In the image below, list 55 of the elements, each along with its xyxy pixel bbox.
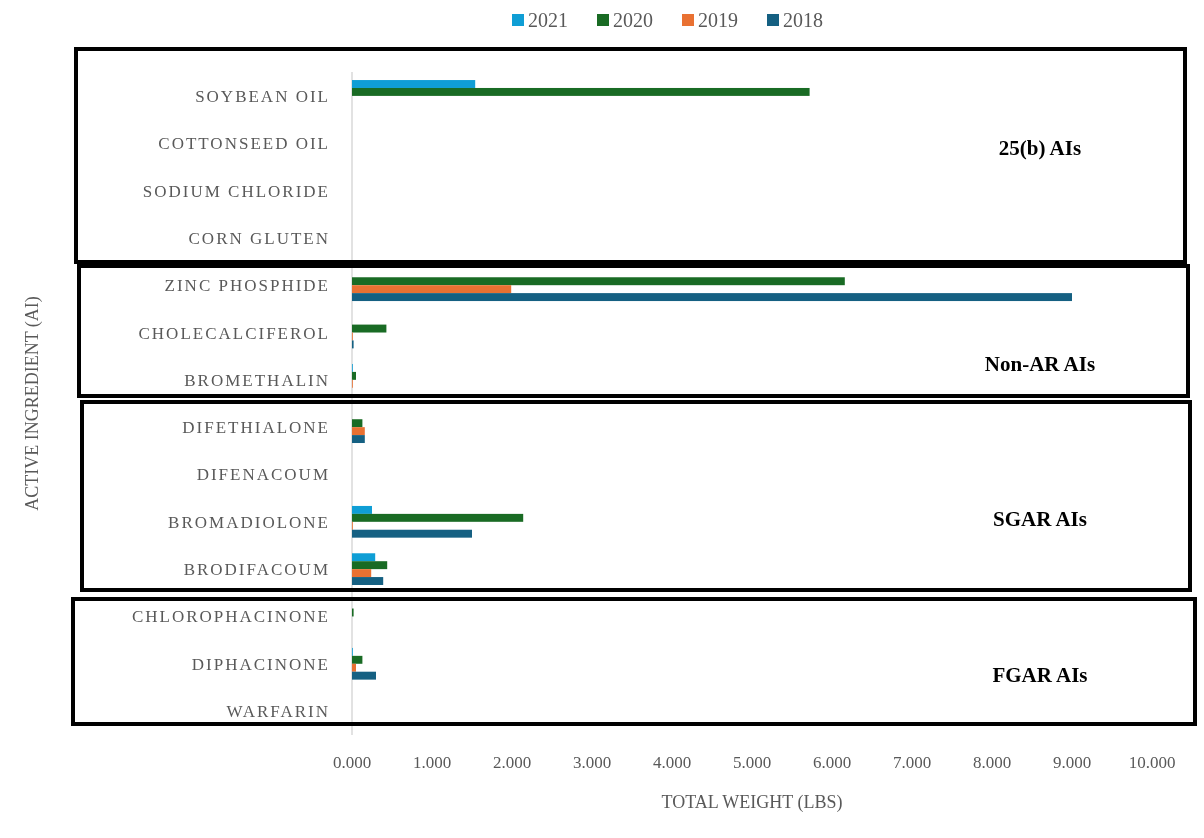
bar bbox=[352, 324, 387, 333]
legend-label: 2021 bbox=[528, 9, 568, 31]
y-tick-label: SOYBEAN OIL bbox=[195, 86, 330, 106]
y-tick-label: BROMETHALIN bbox=[184, 370, 330, 390]
x-tick-label: 2.000 bbox=[492, 753, 532, 772]
x-tick-label: 0.000 bbox=[332, 753, 372, 772]
bar bbox=[352, 655, 363, 664]
y-tick-label: ZINC PHOSPHIDE bbox=[164, 276, 330, 296]
bar bbox=[352, 293, 1072, 302]
x-tick-label: 5.000 bbox=[732, 753, 772, 772]
x-tick-label: 7.000 bbox=[892, 753, 932, 772]
x-tick-label: 10.000 bbox=[1128, 753, 1176, 772]
y-tick-label: CHLOROPHACINONE bbox=[131, 607, 330, 627]
annotation: SGAR AIs bbox=[993, 507, 1087, 532]
y-tick-label: DIPHACINONE bbox=[191, 654, 330, 674]
bar bbox=[352, 577, 384, 585]
bar bbox=[352, 285, 512, 294]
y-tick-label: DIFETHIALONE bbox=[182, 418, 330, 438]
bar bbox=[352, 569, 372, 578]
x-axis-title: TOTAL WEIGHT (LBS) bbox=[661, 792, 843, 813]
x-tick-label: 8.000 bbox=[972, 753, 1012, 772]
y-tick-label: DIFENACOUM bbox=[196, 465, 330, 485]
bar bbox=[352, 435, 365, 444]
bar bbox=[352, 561, 388, 570]
x-tick-label: 4.000 bbox=[652, 753, 692, 772]
y-axis-title: ACTIVE INGREDIENT (AI) bbox=[22, 296, 43, 511]
legend-label: 2020 bbox=[613, 9, 653, 31]
bar bbox=[352, 277, 845, 286]
bar bbox=[352, 529, 472, 538]
bar bbox=[352, 87, 810, 96]
y-tick-label: CORN GLUTEN bbox=[188, 228, 330, 248]
x-tick-label: 9.000 bbox=[1052, 753, 1092, 772]
y-tick-label: SODIUM CHLORIDE bbox=[142, 181, 330, 201]
bar bbox=[352, 505, 372, 514]
x-tick-label: 1.000 bbox=[412, 753, 452, 772]
legend-label: 2018 bbox=[783, 9, 823, 31]
bar bbox=[352, 663, 356, 672]
y-tick-label: WARFARIN bbox=[226, 702, 330, 722]
bar bbox=[352, 419, 363, 428]
legend-label: 2019 bbox=[698, 9, 738, 31]
bar bbox=[352, 513, 524, 522]
bar bbox=[352, 371, 356, 380]
bar bbox=[352, 671, 376, 680]
y-tick-label: CHOLECALCIFEROL bbox=[138, 323, 330, 343]
annotation: 25(b) AIs bbox=[998, 135, 1082, 160]
y-tick-label: COTTONSEED OIL bbox=[158, 134, 330, 154]
y-tick-label: BRODIFACOUM bbox=[183, 560, 330, 580]
bar bbox=[352, 427, 365, 436]
x-tick-label: 3.000 bbox=[572, 753, 612, 772]
annotation: FGAR AIs bbox=[992, 662, 1088, 687]
x-tick-label: 6.000 bbox=[812, 753, 852, 772]
bar bbox=[352, 553, 376, 562]
y-tick-label: BROMADIOLONE bbox=[168, 512, 330, 532]
annotation: Non-AR AIs bbox=[984, 351, 1096, 376]
bar bbox=[352, 80, 476, 88]
